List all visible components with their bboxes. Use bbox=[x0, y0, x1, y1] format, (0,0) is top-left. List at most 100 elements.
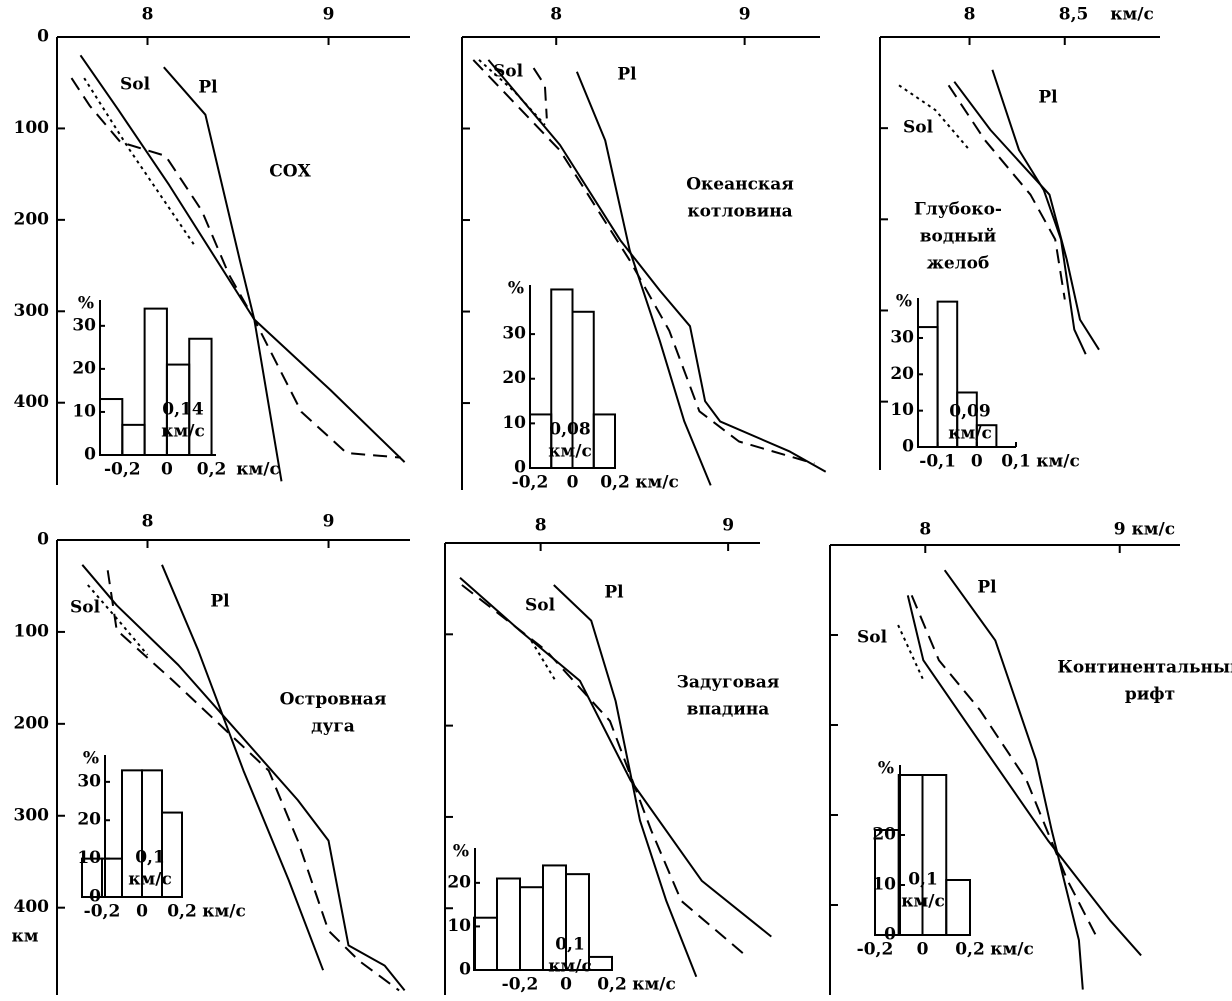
histogram-bar bbox=[121, 423, 146, 457]
profile-solid bbox=[163, 66, 283, 482]
x-tick-label: 8 bbox=[964, 5, 976, 25]
profile-dashed bbox=[461, 584, 748, 958]
inset-annotation: км/с bbox=[548, 442, 592, 462]
inset-y-tick-label: 0 bbox=[459, 960, 471, 980]
histogram-bar bbox=[496, 877, 521, 971]
inset-x-tick-label: 0 bbox=[161, 460, 173, 480]
inset-y-tick-label: 20 bbox=[77, 810, 101, 830]
inset-y-tick-label: 30 bbox=[502, 324, 526, 344]
panel-title: Задуговая bbox=[677, 673, 780, 693]
panel-title: Континентальный bbox=[1057, 658, 1232, 678]
inset-annotation: 0,09 bbox=[949, 402, 990, 422]
inset-y-label: % bbox=[78, 294, 94, 314]
inset-x-label: км/с bbox=[236, 460, 280, 480]
histogram-bar bbox=[917, 326, 939, 449]
profile-solid bbox=[953, 81, 1100, 351]
y-tick-label: 200 bbox=[14, 713, 50, 733]
panel-title: Глубоко- bbox=[914, 200, 1002, 220]
inset-y-tick-label: 30 bbox=[72, 315, 96, 335]
inset-annotation: 0,1 bbox=[555, 935, 585, 955]
x-tick-label: 9 bbox=[722, 516, 734, 536]
x-unit: км/с bbox=[1110, 5, 1154, 25]
inset-y-tick-label: 10 bbox=[447, 916, 471, 936]
inset-y-tick-label: 30 bbox=[890, 327, 914, 347]
panel-title: Островная bbox=[280, 690, 387, 710]
profile-solid bbox=[943, 569, 1084, 990]
inset-x-tick-label: 0,2 bbox=[197, 460, 227, 480]
inset-annotation: 0,1 bbox=[908, 870, 938, 890]
histogram-bar bbox=[188, 337, 213, 456]
inset-x-tick-label: 0 bbox=[971, 452, 983, 472]
x-tick-label: 9 bbox=[739, 5, 751, 25]
profile-dotted bbox=[530, 640, 557, 682]
profile-dashed bbox=[910, 595, 1100, 941]
curve-label: Sol bbox=[903, 118, 934, 138]
inset-annotation: км/с bbox=[901, 892, 945, 912]
inset-x-label: км/с bbox=[202, 902, 246, 922]
inset-x-label: км/с bbox=[635, 473, 679, 493]
x-tick-label: 9 bbox=[323, 5, 335, 25]
inset-x-tick-label: -0,1 bbox=[919, 452, 956, 472]
inset-annotation: км/с bbox=[948, 424, 992, 444]
inset-y-tick-label: 20 bbox=[502, 368, 526, 388]
curve-label: Sol bbox=[857, 628, 888, 648]
curve-label: Sol bbox=[120, 75, 151, 95]
y-tick-label: 100 bbox=[14, 621, 50, 641]
inset-y-tick-label: 0 bbox=[514, 458, 526, 478]
x-tick-label: 9 bbox=[323, 512, 335, 532]
inset-y-tick-label: 20 bbox=[447, 872, 471, 892]
histogram-bar bbox=[571, 310, 595, 469]
x-tick-label: 9 км/с bbox=[1114, 520, 1175, 540]
profile-dashed bbox=[947, 84, 1066, 300]
profile-solid bbox=[575, 71, 712, 486]
profile-solid bbox=[81, 564, 406, 992]
inset-annotation: 0,1 bbox=[135, 848, 165, 868]
x-tick-label: 8 bbox=[142, 5, 154, 25]
x-tick-label: 8 bbox=[142, 512, 154, 532]
inset-y-tick-label: 10 bbox=[72, 401, 96, 421]
profile-dashed bbox=[106, 570, 400, 992]
profile-solid bbox=[553, 584, 698, 978]
inset-annotation: км/с bbox=[128, 870, 172, 890]
curve-label: Sol bbox=[70, 598, 101, 618]
inset-y-tick-label: 20 bbox=[890, 364, 914, 384]
profile-dotted bbox=[897, 624, 925, 681]
inset-y-label: % bbox=[878, 759, 894, 779]
profile-solid bbox=[487, 59, 827, 473]
inset-y-label: % bbox=[83, 749, 99, 769]
inset-x-tick-label: 0,2 bbox=[597, 975, 627, 995]
curve-label: Pl bbox=[1038, 88, 1058, 108]
inset-x-tick-label: 0,2 bbox=[955, 940, 985, 960]
panel-title: дуга bbox=[311, 717, 355, 737]
inset-x-tick-label: 0,1 bbox=[1001, 452, 1031, 472]
histogram-bar bbox=[161, 811, 183, 898]
inset-y-tick-label: 0 bbox=[902, 437, 914, 457]
curve-label: Pl bbox=[617, 65, 637, 85]
panel-title: водный bbox=[920, 227, 997, 247]
profile-dotted bbox=[478, 59, 546, 126]
inset-x-tick-label: 0 bbox=[560, 975, 572, 995]
panel-title: рифт bbox=[1125, 685, 1175, 705]
inset-y-tick-label: 20 bbox=[72, 358, 96, 378]
inset-y-label: % bbox=[453, 842, 469, 862]
inset-y-label: % bbox=[508, 279, 524, 299]
inset-y-tick-label: 0 bbox=[84, 445, 96, 465]
y-tick-label: 400 bbox=[14, 392, 50, 412]
histogram-bar bbox=[565, 873, 590, 972]
panel-title: желоб bbox=[927, 254, 990, 274]
y-tick-label: 200 bbox=[14, 209, 50, 229]
histogram-bar bbox=[956, 391, 978, 448]
inset-y-tick-label: 10 bbox=[502, 413, 526, 433]
histogram-bar bbox=[519, 886, 544, 972]
profile-solid bbox=[459, 576, 772, 938]
inset-y-tick-label: 10 bbox=[890, 400, 914, 420]
inset-x-tick-label: 0,2 bbox=[167, 902, 197, 922]
y-tick-label: 0 bbox=[37, 530, 49, 550]
histogram-bar bbox=[921, 774, 948, 936]
inset-annotation: км/с bbox=[548, 957, 592, 977]
y-tick-label: 300 bbox=[14, 805, 50, 825]
profile-solid bbox=[79, 54, 406, 463]
panel-title: впадина bbox=[687, 700, 770, 720]
curve-label: Pl bbox=[210, 592, 230, 612]
